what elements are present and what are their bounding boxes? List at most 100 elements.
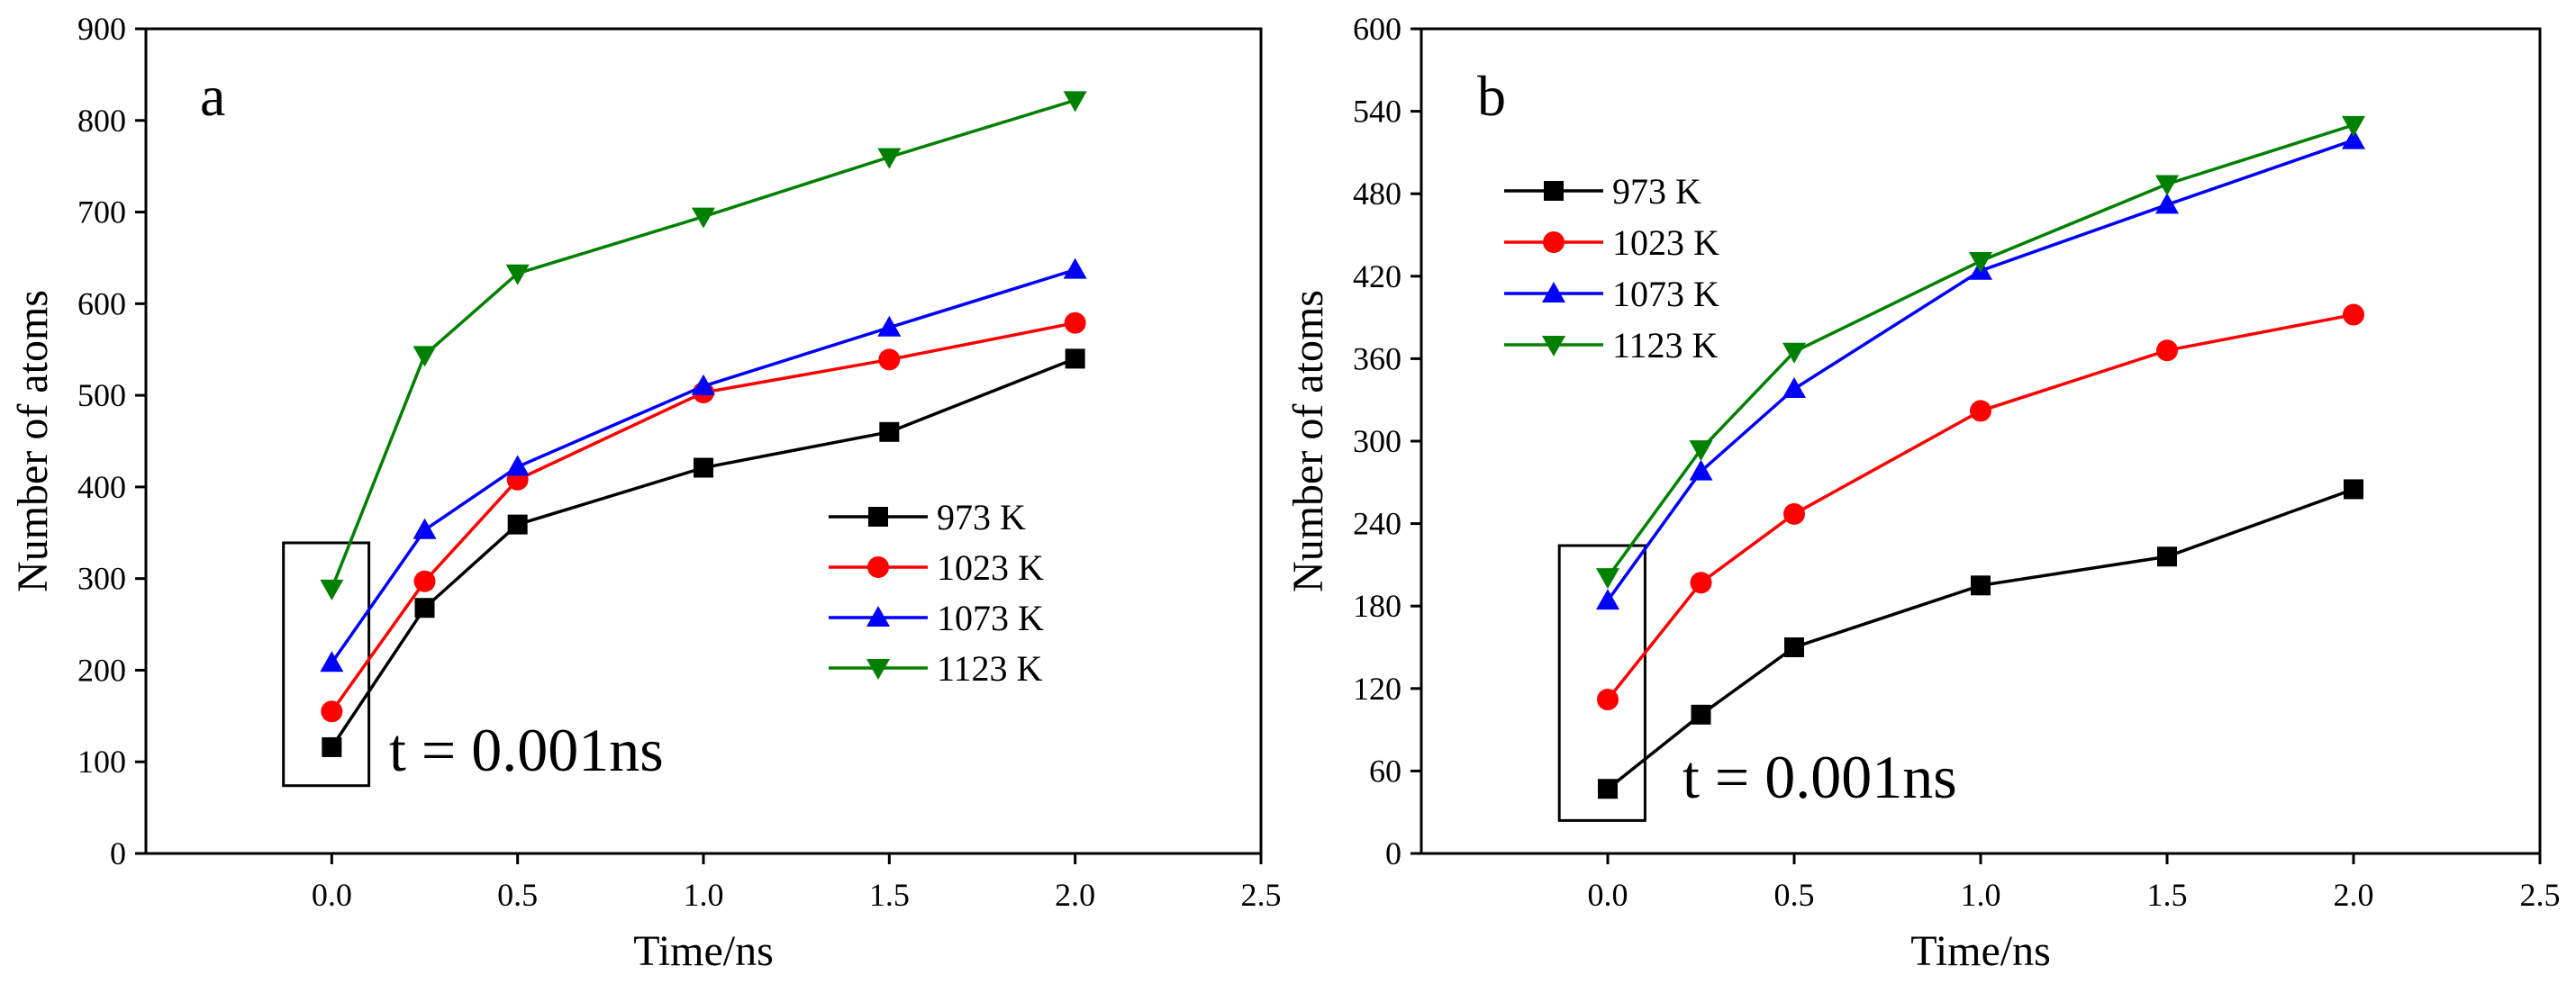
series-1023-k-point bbox=[2156, 339, 2178, 362]
x-tick-label: 1.5 bbox=[869, 877, 910, 913]
y-tick-label: 600 bbox=[1353, 11, 1401, 47]
series-1123-k-point bbox=[413, 346, 437, 367]
y-axis-title: Number of atoms bbox=[1284, 290, 1332, 592]
series-1023-k-point bbox=[321, 700, 343, 723]
annotation-label: t = 0.001ns bbox=[389, 716, 664, 784]
panel-letter: a bbox=[200, 64, 225, 128]
series-1073-k-line bbox=[1606, 139, 2354, 602]
legend-item-1023-k: 1023 K bbox=[829, 547, 1044, 588]
legend: 973 K 1023 K 1073 K 1123 K bbox=[829, 497, 1044, 689]
legend-marker bbox=[1543, 231, 1565, 253]
y-tick-label: 540 bbox=[1353, 94, 1401, 130]
x-tick-label: 0.0 bbox=[1588, 877, 1628, 913]
x-tick-label: 2.5 bbox=[2520, 877, 2561, 913]
legend-marker bbox=[1544, 181, 1564, 201]
series-1123-k-point bbox=[2155, 175, 2179, 196]
series-1073-k-point bbox=[413, 518, 437, 539]
series-973-k-point bbox=[2344, 479, 2363, 500]
y-tick-label: 500 bbox=[77, 377, 126, 413]
y-tick-label: 420 bbox=[1353, 258, 1401, 294]
annotation-box bbox=[1557, 544, 1646, 822]
series-973-k-point bbox=[414, 598, 435, 618]
y-axis-title: Number of atoms bbox=[9, 290, 57, 592]
series-1023-k-point bbox=[1597, 689, 1619, 711]
legend-marker bbox=[866, 659, 890, 680]
legend-item-973-k: 973 K bbox=[1504, 171, 1701, 212]
series-973-k-point bbox=[694, 457, 713, 478]
x-tick-label: 0.0 bbox=[312, 877, 352, 913]
series-1073-k-point bbox=[1063, 257, 1087, 279]
series-973-k-point bbox=[507, 514, 528, 535]
plot-frame bbox=[1420, 27, 2542, 855]
x-axis-title: Time/ns bbox=[633, 927, 774, 975]
series-973-k-point bbox=[879, 421, 900, 442]
y-tick-label: 300 bbox=[1353, 423, 1401, 459]
series-1023-k-point bbox=[1783, 502, 1805, 525]
series-1123-k-point bbox=[1782, 342, 1806, 364]
legend-item-1073-k: 1073 K bbox=[829, 598, 1044, 638]
legend: 973 K 1023 K 1073 K 1123 K bbox=[1504, 171, 1719, 366]
series-1023-k-line bbox=[330, 320, 1076, 713]
y-tick-label: 0 bbox=[110, 835, 126, 871]
y-tick-label: 700 bbox=[77, 194, 126, 230]
y-tick-label: 600 bbox=[77, 285, 126, 321]
series-973-k-line bbox=[1606, 487, 2354, 790]
legend-item-1123-k: 1123 K bbox=[1504, 325, 1719, 366]
legend-marker bbox=[1542, 282, 1565, 302]
series-1073-k-line bbox=[330, 268, 1076, 664]
legend-item-1073-k: 1073 K bbox=[1504, 274, 1719, 314]
series-1123-k-line bbox=[330, 98, 1076, 590]
x-tick-label: 1.5 bbox=[2147, 877, 2188, 913]
x-tick-label: 2.0 bbox=[1055, 877, 1095, 913]
legend-marker bbox=[1542, 336, 1565, 357]
y-tick-label: 240 bbox=[1353, 506, 1401, 542]
y-tick-label: 60 bbox=[1369, 753, 1401, 789]
series-1123-k-line bbox=[1606, 123, 2354, 579]
series-1123-k-point bbox=[1969, 252, 1992, 274]
legend-marker bbox=[867, 556, 889, 578]
y-tick-label: 180 bbox=[1353, 588, 1401, 624]
series-1073-k-point bbox=[692, 374, 715, 395]
legend-label: 1073 K bbox=[937, 598, 1044, 638]
series-1073-k-point bbox=[877, 315, 902, 337]
legend-label: 1023 K bbox=[937, 547, 1044, 588]
y-tick-label: 360 bbox=[1353, 340, 1401, 376]
series-1123-k-point bbox=[1689, 440, 1713, 462]
legend-item-973-k: 973 K bbox=[829, 497, 1026, 537]
series-1073-k-point bbox=[1596, 589, 1619, 610]
series-1073-k-point bbox=[320, 651, 344, 673]
series-1023-k-point bbox=[413, 570, 436, 592]
legend-label: 973 K bbox=[937, 497, 1026, 537]
y-tick-label: 480 bbox=[1353, 176, 1401, 212]
y-tick-label: 200 bbox=[77, 652, 126, 688]
legend-label: 1123 K bbox=[1612, 325, 1719, 366]
x-tick-label: 2.5 bbox=[1241, 877, 1282, 913]
legend-marker bbox=[866, 606, 890, 627]
series-973-k-point bbox=[1065, 348, 1085, 369]
series-1123-k-point bbox=[877, 148, 902, 169]
x-tick-label: 1.0 bbox=[1961, 877, 2001, 913]
series-973-k-point bbox=[1971, 575, 1991, 596]
chart-panel-a: 0.0 0.5 1.0 1.5 2.0 2.5 0 100 200 300 400 500 600 700… bbox=[9, 11, 1282, 975]
legend-item-1023-k: 1023 K bbox=[1504, 222, 1719, 263]
y-tick-label: 120 bbox=[1353, 671, 1401, 707]
series-1073-k-point bbox=[1782, 376, 1806, 398]
x-axis-title: Time/ns bbox=[1910, 927, 2051, 975]
series-1123-k-point bbox=[320, 579, 344, 600]
panel-letter: b bbox=[1477, 64, 1506, 128]
series-1123-k-point bbox=[1063, 91, 1087, 113]
y-tick-label: 400 bbox=[77, 469, 126, 505]
series-1073-k-point bbox=[2342, 128, 2365, 149]
plot-frame bbox=[144, 27, 1263, 855]
series-1123-k-point bbox=[505, 264, 530, 285]
series-973-k-line bbox=[330, 357, 1076, 748]
y-tick-label: 800 bbox=[77, 103, 126, 139]
y-tick-label: 900 bbox=[77, 11, 126, 47]
legend-marker bbox=[868, 507, 888, 527]
series-973-k-point bbox=[1691, 704, 1711, 725]
series-1023-k-line bbox=[1606, 312, 2354, 701]
annotation-label: t = 0.001ns bbox=[1683, 743, 1957, 811]
series-1023-k-point bbox=[2343, 303, 2364, 326]
series-1123-k-point bbox=[2342, 115, 2365, 137]
